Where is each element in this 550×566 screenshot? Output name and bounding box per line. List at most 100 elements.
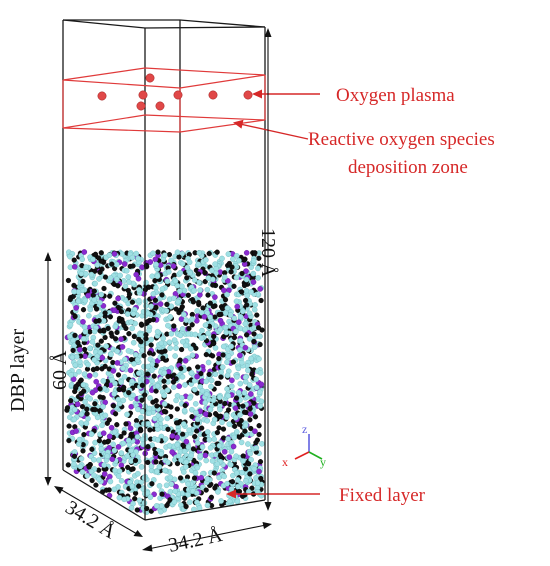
- dbp-atom: [224, 372, 231, 379]
- dbp-atom: [149, 481, 155, 487]
- label-oxygen-plasma: Oxygen plasma: [336, 85, 455, 106]
- dbp-atom: [234, 374, 240, 380]
- dbp-atom: [66, 438, 72, 444]
- dbp-atom: [243, 478, 249, 484]
- dbp-atom: [147, 427, 153, 433]
- dbp-atom: [254, 480, 261, 486]
- dbp-atom: [239, 270, 245, 277]
- dbp-atom: [114, 360, 121, 366]
- dbp-atom: [92, 280, 98, 287]
- dbp-atom: [70, 337, 76, 344]
- dbp-atom: [179, 373, 186, 380]
- dbp-atom: [177, 475, 184, 481]
- dbp-atom: [233, 328, 239, 335]
- dbp-atom: [194, 464, 201, 471]
- dbp-atom: [138, 321, 145, 327]
- axis-z-label: z: [302, 422, 307, 436]
- dbp-atom: [243, 466, 249, 472]
- dbp-atom: [198, 371, 204, 377]
- dbp-atom: [85, 415, 91, 422]
- dbp-atom: [205, 330, 211, 337]
- oxygen-atom: [145, 73, 155, 83]
- dbp-atom: [182, 342, 189, 349]
- dbp-atom: [218, 369, 224, 375]
- dbp-atom: [165, 459, 171, 466]
- dbp-atom: [189, 316, 195, 322]
- dbp-atom: [84, 472, 90, 479]
- dbp-atom: [91, 288, 97, 294]
- dbp-atom: [183, 503, 189, 510]
- dbp-atom: [224, 359, 230, 366]
- dbp-atom: [216, 425, 222, 431]
- dbp-atom: [202, 411, 209, 417]
- dbp-atom: [186, 326, 192, 332]
- dbp-atom: [244, 332, 250, 338]
- dbp-atom: [211, 470, 217, 476]
- dbp-atom: [234, 477, 241, 483]
- dbp-atom: [164, 415, 171, 422]
- dbp-atom: [118, 379, 124, 386]
- dbp-atom: [245, 367, 251, 374]
- dbp-atom: [158, 416, 164, 423]
- dbp-atom: [235, 319, 242, 326]
- dbp-atom: [225, 392, 231, 399]
- label-ros-line1: Reactive oxygen species: [308, 129, 495, 150]
- dbp-atom: [91, 356, 98, 363]
- dbp-atom: [221, 448, 228, 455]
- dbp-atom: [102, 310, 108, 316]
- dbp-atom: [240, 458, 246, 464]
- dbp-atom: [64, 405, 71, 411]
- dbp-atom: [170, 295, 177, 302]
- dbp-atom: [189, 414, 195, 420]
- dbp-atom: [164, 331, 170, 337]
- oxygen-atom: [136, 101, 146, 111]
- dbp-atom: [244, 302, 250, 308]
- dbp-atom: [66, 423, 72, 429]
- axes-triad: z x y: [282, 422, 326, 469]
- dbp-atom: [230, 472, 236, 479]
- dbp-atom: [194, 440, 201, 446]
- dbp-atom: [244, 292, 250, 299]
- dbp-atom: [154, 468, 160, 475]
- dbp-atom: [241, 282, 248, 289]
- dbp-atom: [134, 507, 140, 513]
- dbp-atom: [206, 371, 212, 378]
- dbp-atom: [136, 483, 142, 489]
- dbp-atom: [108, 351, 114, 358]
- dbp-atom: [222, 324, 229, 331]
- dbp-atom: [194, 428, 200, 434]
- dbp-atom: [242, 422, 249, 429]
- dbp-atom: [120, 365, 126, 371]
- dbp-atom: [208, 383, 214, 390]
- dbp-atom: [198, 474, 204, 481]
- dbp-atom: [217, 453, 224, 459]
- dbp-atom: [75, 340, 81, 346]
- dbp-atom: [153, 388, 159, 394]
- dbp-atom: [72, 362, 79, 368]
- dbp-atom: [143, 303, 149, 309]
- dbp-atom: [175, 298, 181, 305]
- dbp-atom: [161, 408, 167, 415]
- dbp-atom: [112, 467, 118, 474]
- dbp-atom: [158, 503, 165, 509]
- dbp-atom: [232, 414, 239, 421]
- dbp-atom: [73, 305, 79, 311]
- dbp-atom: [246, 310, 253, 317]
- dbp-atom: [159, 349, 165, 355]
- dbp-atom: [131, 333, 137, 340]
- dbp-atom: [182, 402, 188, 409]
- dbp-atom: [220, 352, 226, 358]
- dbp-atom: [170, 384, 177, 390]
- dbp-atom: [135, 255, 141, 262]
- dbp-atom: [208, 377, 215, 384]
- dbp-atom: [105, 370, 112, 377]
- dbp-atom: [233, 252, 240, 259]
- dbp-atom: [178, 395, 185, 401]
- dbp-atom: [173, 397, 179, 404]
- dbp-atom: [212, 294, 218, 300]
- dbp-atom: [130, 263, 136, 269]
- dbp-atom: [164, 301, 170, 308]
- dbp-atom: [80, 278, 86, 285]
- dbp-atom: [182, 357, 189, 364]
- dbp-atom: [115, 295, 121, 302]
